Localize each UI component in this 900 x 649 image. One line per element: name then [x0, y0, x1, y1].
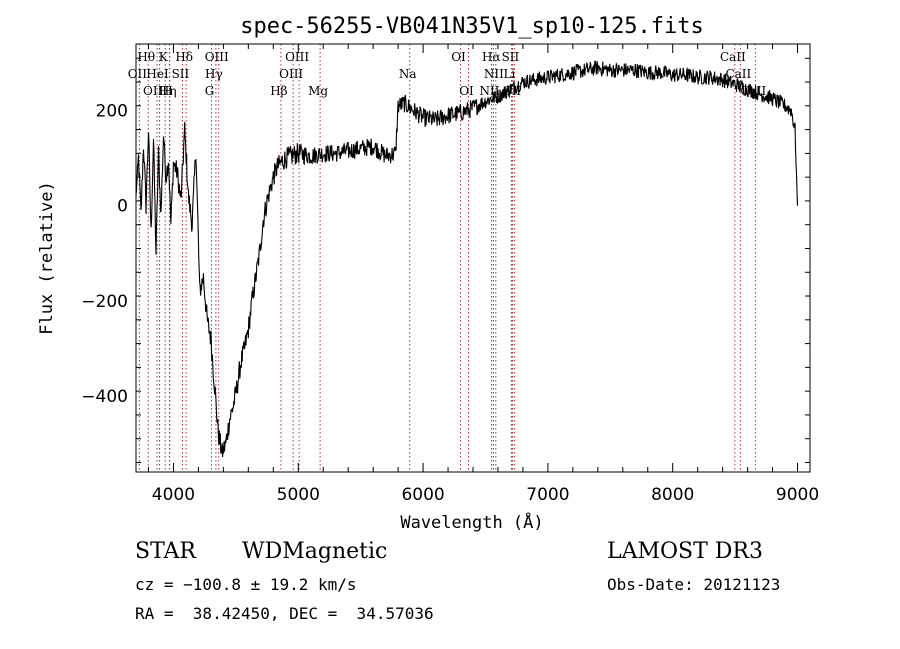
y-tick-label: 200	[96, 102, 128, 122]
marker-label-23: Li	[504, 67, 516, 81]
x-axis: 4000 5000 6000 7000 8000 9000	[147, 44, 819, 505]
marker-label-2: OIII	[143, 84, 167, 98]
plot-frame	[135, 43, 811, 473]
object-subclass: WDMagnetic	[242, 539, 388, 564]
marker-label-15: Mg	[308, 84, 328, 98]
x-tick-label: 9000	[776, 485, 819, 505]
marker-label-10: Hγ	[205, 67, 223, 81]
marker-label-4: K	[159, 50, 169, 64]
marker-label-12: Hβ	[270, 84, 287, 98]
x-axis-label: Wavelength (Å)	[400, 511, 543, 533]
y-axis-label: Flux (relative)	[37, 181, 57, 335]
marker-label-18: OI	[459, 84, 474, 98]
spectrum-line	[135, 60, 799, 458]
x-tick-label: 7000	[526, 485, 569, 505]
redshift-cz: cz = −100.8 ± 19.2 km/s	[135, 575, 357, 594]
marker-label-13: OIII	[279, 67, 303, 81]
x-tick-label: 6000	[401, 485, 444, 505]
marker-label-11: G	[205, 84, 215, 98]
marker-label-0: OII	[128, 67, 148, 81]
marker-label-26: CaII	[725, 67, 751, 81]
x-tick-label: 4000	[152, 485, 195, 505]
marker-label-9: OIII	[205, 50, 229, 64]
x-tick-label: 5000	[277, 485, 320, 505]
survey-name: LAMOST DR3	[607, 539, 763, 564]
marker-label-8: Hδ	[175, 50, 193, 64]
x-tick-label: 8000	[651, 485, 694, 505]
marker-label-19: Hα	[482, 50, 501, 64]
marker-label-17: OI	[451, 50, 466, 64]
marker-label-5: Hη	[159, 84, 177, 98]
marker-label-16: Na	[399, 67, 417, 81]
y-tick-label: −200	[81, 292, 128, 312]
coordinates: RA = 38.42450, DEC = 34.57036	[135, 604, 434, 623]
y-tick-label: −400	[81, 387, 128, 407]
y-tick-label: 0	[117, 197, 128, 217]
marker-label-1: Hθ	[137, 50, 155, 64]
marker-label-21: NII	[479, 84, 499, 98]
marker-label-25: CaII	[720, 50, 746, 64]
object-class: STAR	[135, 539, 196, 564]
marker-label-7: SII	[172, 67, 190, 81]
marker-label-20: NII	[484, 67, 504, 81]
marker-label-22: SII	[502, 50, 520, 64]
observation-date: Obs-Date: 20121123	[607, 575, 781, 594]
marker-label-6: H	[162, 84, 172, 98]
marker-label-3: HeI	[146, 67, 169, 81]
y-axis: −400 −200 0 200	[81, 57, 810, 463]
marker-label-14: OIII	[285, 50, 309, 64]
spectral-line-markers	[138, 44, 756, 472]
chart-title: spec-56255-VB041N35V1_sp10-125.fits	[240, 14, 704, 39]
